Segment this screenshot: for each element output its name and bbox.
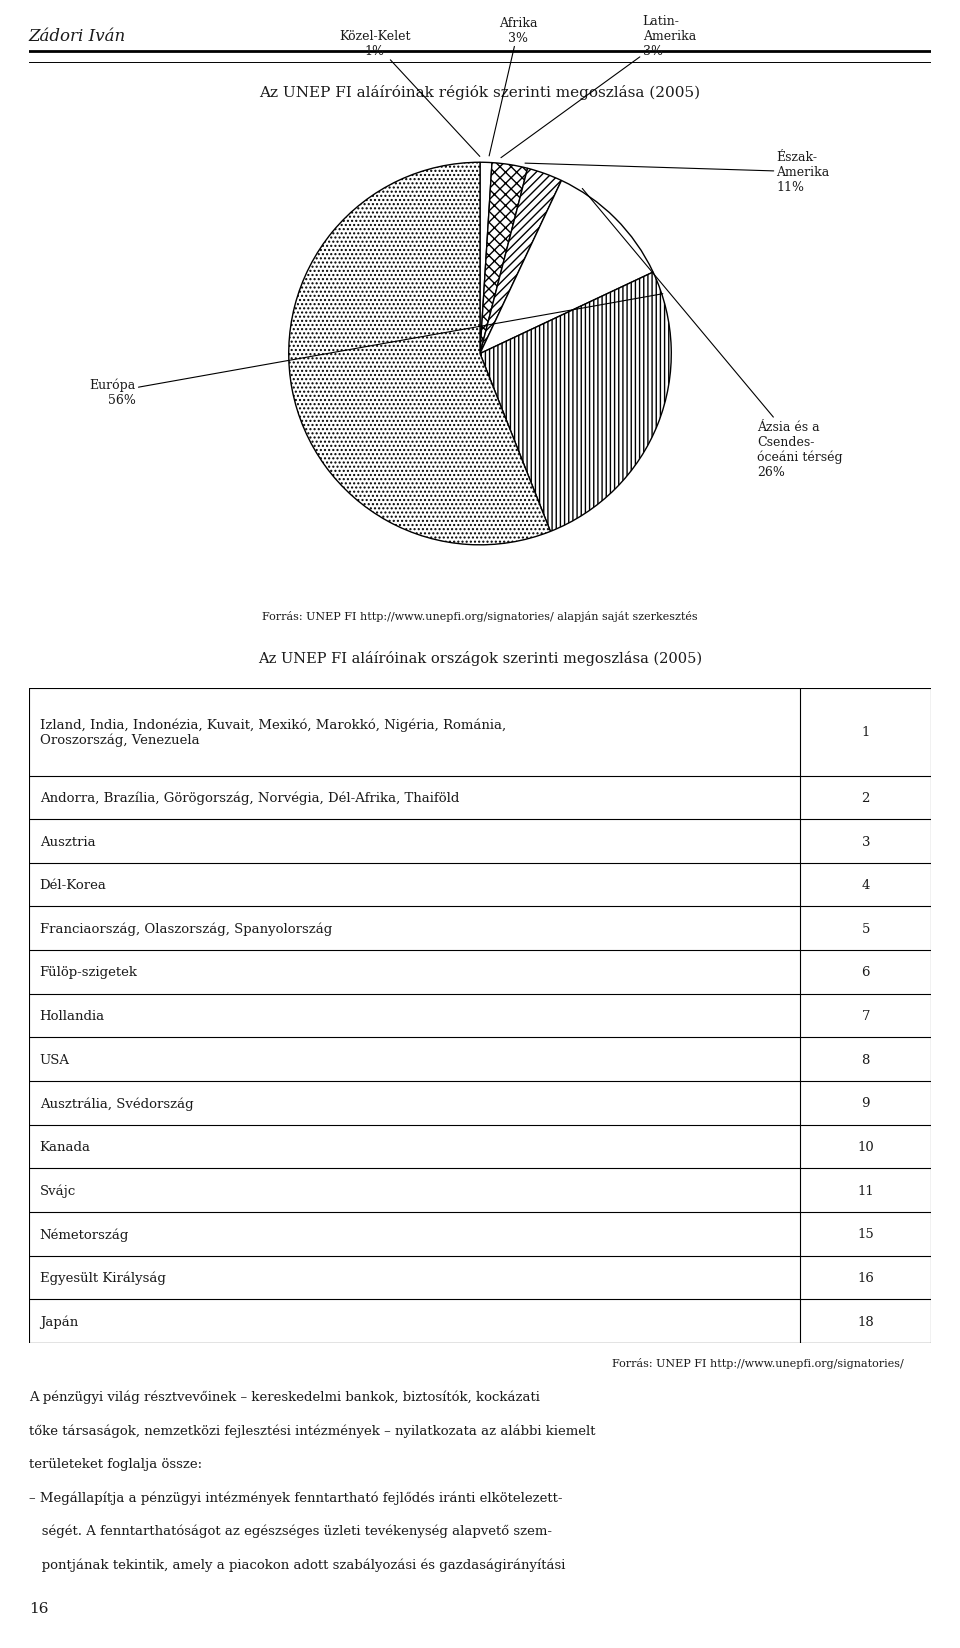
Text: Európa
56%: Európa 56% <box>89 295 662 407</box>
Text: Ausztrália, Svédország: Ausztrália, Svédország <box>39 1096 193 1111</box>
Text: területeket foglalja össze:: területeket foglalja össze: <box>29 1457 202 1470</box>
Wedge shape <box>480 181 653 354</box>
Text: 18: 18 <box>857 1315 875 1328</box>
Text: 4: 4 <box>861 878 870 892</box>
Text: Dél-Korea: Dél-Korea <box>39 878 107 892</box>
Text: Zádori Iván: Zádori Iván <box>29 28 126 44</box>
Text: 7: 7 <box>861 1010 870 1022</box>
Text: 15: 15 <box>857 1228 875 1241</box>
Text: 5: 5 <box>861 923 870 936</box>
Text: Fülöp-szigetek: Fülöp-szigetek <box>39 966 137 979</box>
Text: 10: 10 <box>857 1140 875 1154</box>
Text: 3: 3 <box>861 836 870 849</box>
Wedge shape <box>480 163 492 354</box>
Text: Forrás: UNEP FI http://www.unepfi.org/signatories/: Forrás: UNEP FI http://www.unepfi.org/si… <box>612 1358 904 1368</box>
Text: Andorra, Brazília, Görögország, Norvégia, Dél-Afrika, Thaiföld: Andorra, Brazília, Görögország, Norvégia… <box>39 791 459 804</box>
Text: pontjának tekintik, amely a piacokon adott szabályozási és gazdaságirányítási: pontjának tekintik, amely a piacokon ado… <box>29 1557 565 1571</box>
Text: Ázsia és a
Csendes-
óceáni térség
26%: Ázsia és a Csendes- óceáni térség 26% <box>583 190 843 480</box>
Text: Németország: Németország <box>39 1228 129 1241</box>
Text: 11: 11 <box>857 1183 875 1196</box>
Text: 9: 9 <box>861 1096 870 1109</box>
Text: Franciaország, Olaszország, Spanyolország: Franciaország, Olaszország, Spanyolorszá… <box>39 921 332 936</box>
Text: Az UNEP FI aláíróinak országok szerinti megoszlása (2005): Az UNEP FI aláíróinak országok szerinti … <box>258 651 702 666</box>
Text: Japán: Japán <box>39 1315 78 1328</box>
Text: – Megállapítja a pénzügyi intézmények fenntartható fejlődés iránti elkötelezett-: – Megállapítja a pénzügyi intézmények fe… <box>29 1490 563 1505</box>
Wedge shape <box>289 163 550 545</box>
Text: 2: 2 <box>861 791 870 804</box>
Text: Hollandia: Hollandia <box>39 1010 105 1022</box>
Text: 6: 6 <box>861 966 870 979</box>
Text: A pénzügyi világ résztvevőinek – kereskedelmi bankok, biztosítók, kockázati: A pénzügyi világ résztvevőinek – kereske… <box>29 1389 540 1402</box>
Text: Ausztria: Ausztria <box>39 836 95 849</box>
Text: ségét. A fenntarthatóságot az egészséges üzleti tevékenység alapvető szem-: ségét. A fenntarthatóságot az egészséges… <box>29 1524 552 1538</box>
Text: Forrás: UNEP FI http://www.unepfi.org/signatories/ alapján saját szerkesztés: Forrás: UNEP FI http://www.unepfi.org/si… <box>262 611 698 621</box>
Text: Észak-
Amerika
11%: Észak- Amerika 11% <box>525 152 829 194</box>
Text: 16: 16 <box>29 1600 48 1615</box>
Text: USA: USA <box>39 1053 70 1066</box>
Text: Latin-
Amerika
3%: Latin- Amerika 3% <box>501 15 696 158</box>
Text: 16: 16 <box>857 1271 875 1284</box>
Wedge shape <box>480 170 562 354</box>
Wedge shape <box>480 274 671 532</box>
Text: tőke társaságok, nemzetközi fejlesztési intézmények – nyilatkozata az alábbi kie: tőke társaságok, nemzetközi fejlesztési … <box>29 1424 595 1437</box>
Text: 8: 8 <box>861 1053 870 1066</box>
Text: Kanada: Kanada <box>39 1140 90 1154</box>
Text: 1: 1 <box>861 727 870 738</box>
Text: Afrika
3%: Afrika 3% <box>490 16 538 157</box>
Text: Egyesült Királyság: Egyesült Királyság <box>39 1271 165 1284</box>
Text: Izland, India, Indonézia, Kuvait, Mexikó, Marokkó, Nigéria, Románia,
Oroszország: Izland, India, Indonézia, Kuvait, Mexikó… <box>39 719 506 747</box>
Wedge shape <box>480 163 528 354</box>
Text: Az UNEP FI aláíróinak régiók szerinti megoszlása (2005): Az UNEP FI aláíróinak régiók szerinti me… <box>259 84 701 101</box>
Text: Közel-Kelet
1%: Közel-Kelet 1% <box>339 30 480 157</box>
Text: Svájc: Svájc <box>39 1183 76 1196</box>
